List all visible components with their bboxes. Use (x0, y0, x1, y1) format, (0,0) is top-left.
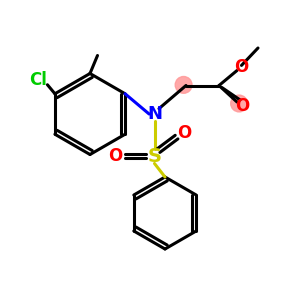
Text: O: O (234, 58, 248, 76)
Circle shape (175, 76, 192, 93)
Circle shape (231, 95, 248, 112)
Text: O: O (108, 147, 123, 165)
Text: N: N (147, 105, 162, 123)
Text: S: S (148, 146, 161, 166)
Text: O: O (235, 97, 249, 115)
Text: O: O (177, 124, 192, 142)
Text: Cl: Cl (29, 71, 47, 89)
